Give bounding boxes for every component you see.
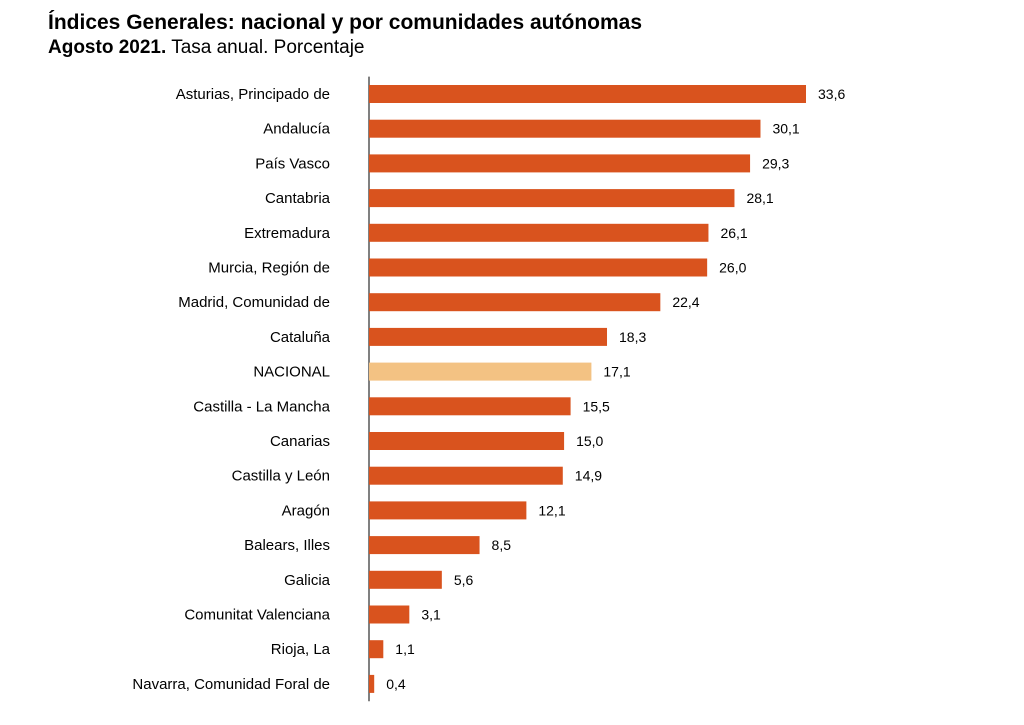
data-label: 29,3 [762, 155, 789, 171]
data-label: 18,3 [619, 329, 646, 345]
category-label: Rioja, La [271, 641, 331, 658]
data-label: 0,4 [386, 676, 406, 692]
data-label: 8,5 [492, 537, 512, 553]
chart-subtitle: Agosto 2021. Tasa anual. Porcentaje [48, 36, 642, 60]
subtitle-date: Agosto 2021. [48, 37, 167, 58]
bar [369, 605, 410, 624]
bar [369, 258, 708, 277]
category-label: Balears, Illes [244, 537, 330, 554]
category-label: Comunitat Valenciana [184, 607, 330, 624]
data-label: 14,9 [575, 468, 602, 484]
data-label: 28,1 [746, 190, 773, 206]
category-label: Aragón [282, 502, 330, 519]
bar [369, 501, 527, 520]
category-label: Castilla - La Mancha [193, 398, 330, 415]
category-label: Murcia, Región de [208, 260, 330, 277]
data-label: 17,1 [603, 364, 630, 380]
data-label: 5,6 [454, 572, 474, 588]
category-label: Cataluña [270, 329, 331, 346]
bar [369, 570, 442, 589]
category-label: Andalucía [263, 121, 330, 138]
data-label: 15,5 [583, 398, 610, 414]
bar [369, 397, 571, 416]
category-label: Galicia [284, 572, 331, 589]
chart-title: Índices Generales: nacional y por comuni… [48, 11, 642, 34]
bar [369, 293, 661, 312]
category-label: NACIONAL [253, 364, 330, 381]
bar [369, 119, 761, 138]
bar [369, 154, 751, 173]
category-label: País Vasco [255, 155, 330, 172]
bar [369, 189, 735, 208]
bar [369, 640, 384, 659]
bar-nacional [369, 362, 592, 381]
bar [369, 327, 608, 346]
data-label: 3,1 [421, 607, 441, 623]
data-label: 33,6 [818, 86, 845, 102]
category-label: Asturias, Principado de [176, 86, 330, 103]
data-label: 12,1 [538, 502, 565, 518]
data-label: 15,0 [576, 433, 603, 449]
bar [369, 536, 480, 555]
category-label: Extremadura [244, 225, 331, 242]
bar [369, 223, 709, 242]
bar [369, 85, 806, 103]
category-label: Madrid, Comunidad de [178, 294, 330, 311]
data-label: 30,1 [772, 121, 799, 137]
bar [369, 674, 375, 693]
data-label: 1,1 [395, 641, 415, 657]
bar [369, 466, 563, 485]
bar [369, 432, 565, 450]
data-label: 26,0 [719, 260, 746, 276]
category-label: Navarra, Comunidad Foral de [132, 676, 330, 693]
data-label: 26,1 [720, 225, 747, 241]
category-label: Castilla y León [232, 468, 330, 485]
category-label: Cantabria [265, 190, 331, 207]
category-label: Canarias [270, 433, 330, 450]
subtitle-measure: Tasa anual. Porcentaje [171, 37, 365, 58]
data-label: 22,4 [672, 294, 699, 310]
title-block: Índices Generales: nacional y por comuni… [48, 10, 642, 60]
